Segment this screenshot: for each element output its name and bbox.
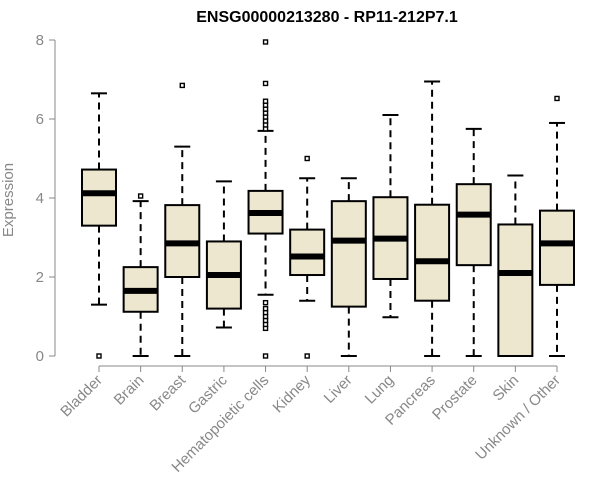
outlier-point — [554, 95, 560, 102]
x-tick-label: Brain — [111, 372, 148, 409]
box-iqr — [455, 183, 492, 267]
box-prostate — [455, 127, 492, 357]
box-brain — [122, 193, 159, 357]
y-axis: 0 2 4 6 8 — [36, 32, 56, 365]
x-tick-label: Liver — [321, 372, 356, 407]
box-kidney — [289, 155, 326, 359]
box-bladder — [81, 92, 117, 359]
box-iqr — [81, 168, 117, 227]
x-tick-label: Skin — [490, 372, 523, 405]
outlier-point — [96, 353, 102, 359]
box-gastric — [205, 180, 242, 329]
chart-title: ENSG00000213280 - RP11-212P7.1 — [196, 9, 458, 26]
box-pancreas — [414, 80, 451, 357]
y-tick-label: 4 — [36, 190, 44, 207]
outlier-point — [262, 299, 269, 306]
y-tick-label: 0 — [36, 348, 44, 365]
box-iqr — [289, 228, 326, 277]
outlier-point — [262, 39, 269, 45]
box-breast — [164, 82, 201, 357]
box-hematopoietic-cells — [247, 39, 284, 359]
y-tick-label: 6 — [36, 111, 44, 128]
y-axis-label: Expression — [0, 163, 17, 237]
box-iqr — [330, 200, 367, 308]
outlier-point — [304, 155, 310, 162]
box-lung — [372, 114, 409, 319]
outlier-point — [262, 353, 269, 359]
box-iqr — [539, 209, 575, 286]
x-tick-label: Lung — [362, 372, 398, 408]
outlier-point — [262, 98, 269, 104]
outlier-point — [137, 193, 144, 199]
x-tick-label: Kidney — [270, 371, 315, 416]
outlier-point — [304, 353, 310, 359]
y-tick-label: 8 — [36, 32, 44, 49]
x-tick-label: Prostate — [429, 372, 481, 424]
box-liver — [330, 177, 367, 357]
box-iqr — [414, 203, 451, 302]
outlier-point — [262, 305, 269, 312]
box-unknown-other — [539, 95, 575, 357]
x-tick-label: Bladder — [57, 372, 106, 421]
boxes-group — [81, 39, 575, 359]
y-tick-label: 2 — [36, 269, 44, 286]
x-tick-label: Breast — [146, 371, 189, 414]
outlier-point — [179, 82, 185, 89]
outlier-point — [262, 80, 269, 87]
box-iqr — [497, 223, 534, 357]
box-skin — [497, 174, 534, 357]
